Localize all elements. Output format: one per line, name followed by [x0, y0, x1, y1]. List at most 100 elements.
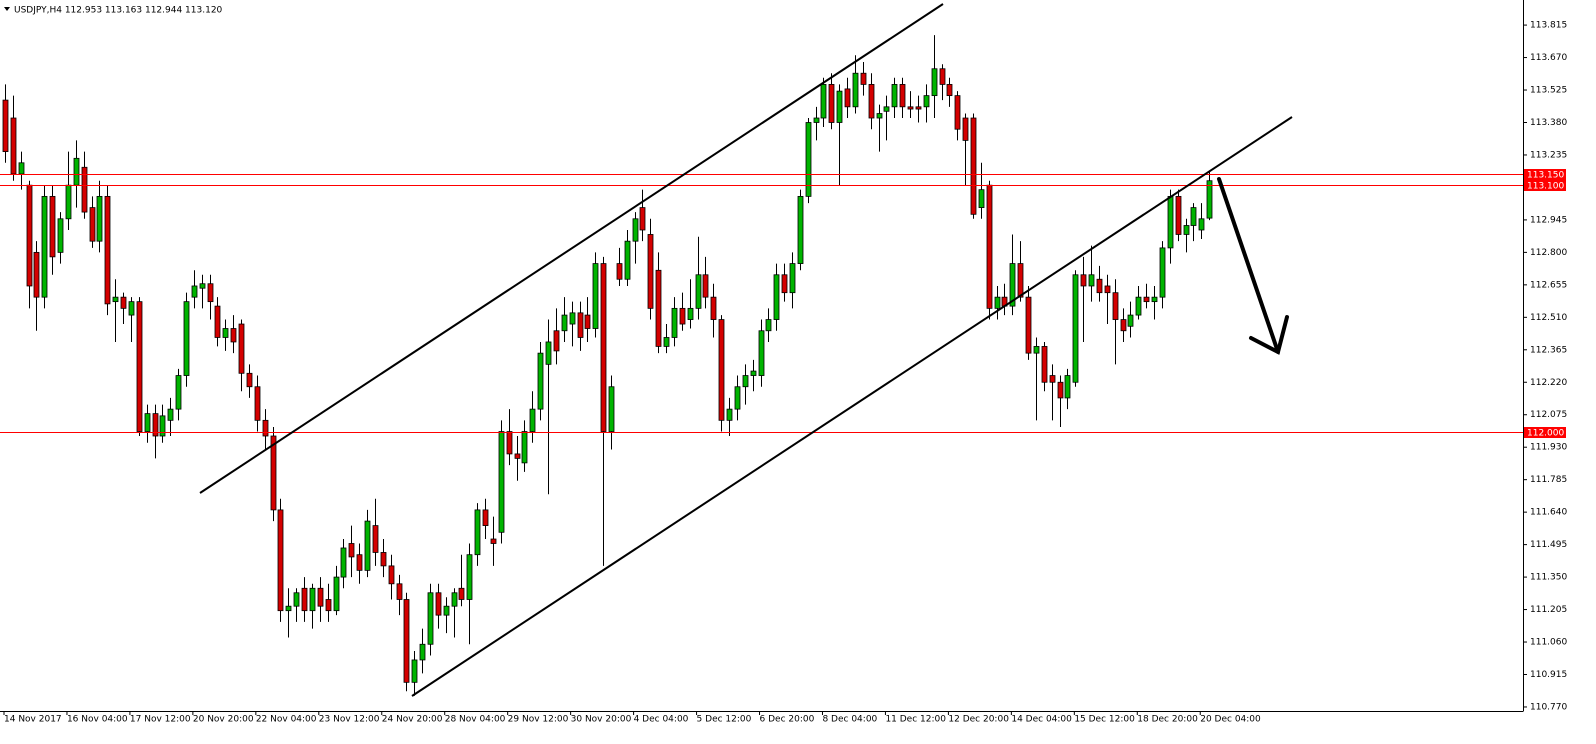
candle-body — [73, 157, 80, 186]
candle-body — [419, 643, 426, 661]
candle-body — [1033, 346, 1040, 354]
candle-body — [238, 323, 245, 374]
candle-body — [301, 587, 308, 612]
candle-body — [1096, 278, 1103, 294]
candle-body — [1167, 195, 1174, 249]
candle-body — [868, 84, 875, 119]
candle-body — [96, 195, 103, 242]
candle-body — [214, 305, 221, 338]
candle-body — [655, 269, 662, 347]
candle-body — [159, 415, 166, 437]
y-tick-label: 112.655 — [1530, 280, 1567, 290]
candle-body — [986, 184, 993, 309]
candle-body — [797, 195, 804, 264]
x-tick-label: 29 Nov 12:00 — [508, 715, 569, 725]
y-tick-label: 113.670 — [1530, 53, 1567, 63]
y-tick-label: 111.930 — [1530, 443, 1567, 453]
upper-trend-line — [199, 3, 944, 494]
candle-body — [175, 375, 182, 410]
level-label-box — [1524, 169, 1566, 180]
candle-body — [167, 408, 174, 421]
candle-body — [112, 296, 119, 303]
x-tick-label: 18 Dec 20:00 — [1137, 715, 1198, 725]
candle-body — [758, 330, 765, 376]
y-tick-label: 111.205 — [1530, 605, 1567, 615]
candle-body — [458, 587, 465, 600]
candle-body — [750, 370, 757, 376]
candle-body — [647, 234, 654, 309]
candle-body — [191, 285, 198, 298]
y-tick-label: 110.915 — [1530, 670, 1567, 680]
candle-body — [396, 583, 403, 600]
x-tick-label: 24 Nov 20:00 — [382, 715, 443, 725]
x-tick-label: 16 Nov 04:00 — [67, 715, 128, 725]
candle-body — [828, 84, 835, 123]
candle-body — [128, 301, 135, 316]
candle-body — [584, 314, 591, 329]
candle-body — [970, 117, 977, 215]
y-tick-label: 111.785 — [1530, 475, 1567, 485]
candle-body — [246, 372, 253, 388]
candle-body — [317, 587, 324, 607]
down-arrow — [1217, 177, 1289, 355]
candle-body — [600, 263, 607, 432]
x-tick-label: 20 Dec 04:00 — [1200, 715, 1261, 725]
candle-body — [710, 296, 717, 320]
candle-body — [978, 189, 985, 208]
candle-body — [2, 99, 9, 153]
candle-body — [356, 554, 363, 571]
candle-body — [915, 106, 922, 110]
candle-body — [671, 307, 678, 338]
y-tick-label: 112.075 — [1530, 410, 1567, 420]
x-tick-label: 5 Dec 12:00 — [697, 715, 752, 725]
candle-body — [207, 283, 214, 303]
candle-body — [742, 375, 749, 388]
x-tick-label: 14 Nov 2017 — [4, 715, 62, 725]
candle-body — [57, 218, 64, 253]
candle-body — [931, 68, 938, 97]
candle-body — [293, 592, 300, 607]
y-tick-label: 112.800 — [1530, 248, 1567, 258]
candle-body — [616, 263, 623, 280]
candle-body — [695, 274, 702, 309]
candle-body — [1041, 346, 1048, 383]
level-label: 112.000 — [1527, 429, 1564, 439]
candle-body — [1009, 263, 1016, 307]
y-tick-label: 111.350 — [1530, 573, 1567, 583]
candle-body — [639, 207, 646, 231]
candle-body — [1183, 225, 1190, 235]
level-label-box — [1524, 427, 1566, 438]
candle-body — [883, 106, 890, 112]
y-tick-label: 112.510 — [1530, 313, 1567, 323]
candle-body — [411, 659, 418, 683]
level-label: 113.150 — [1527, 171, 1564, 181]
candle-body — [514, 453, 521, 459]
candle-body — [1088, 274, 1095, 287]
candle-body — [33, 251, 40, 298]
arrow-head — [1249, 315, 1289, 355]
x-tick-label: 30 Nov 20:00 — [571, 715, 632, 725]
y-tick-label: 110.770 — [1530, 702, 1567, 712]
candle-body — [49, 195, 56, 258]
candle-body — [577, 312, 584, 338]
candle-body — [1112, 292, 1119, 320]
candle-body — [954, 95, 961, 130]
y-tick-label: 113.235 — [1530, 150, 1567, 160]
candle-body — [104, 195, 111, 305]
candle-body — [1206, 180, 1213, 219]
candle-body — [498, 431, 505, 533]
candle-body — [26, 184, 33, 287]
y-tick-label: 112.365 — [1530, 345, 1567, 355]
candle-body — [608, 386, 615, 432]
candle-body — [89, 207, 96, 242]
candle-body — [10, 117, 17, 175]
candle-body — [529, 408, 536, 432]
candle-body — [1135, 296, 1142, 316]
candle-body — [923, 95, 930, 108]
candle-body — [403, 599, 410, 683]
candle-body — [1127, 314, 1134, 327]
x-tick-label: 28 Nov 04:00 — [445, 715, 506, 725]
menu-triangle[interactable] — [4, 7, 10, 11]
